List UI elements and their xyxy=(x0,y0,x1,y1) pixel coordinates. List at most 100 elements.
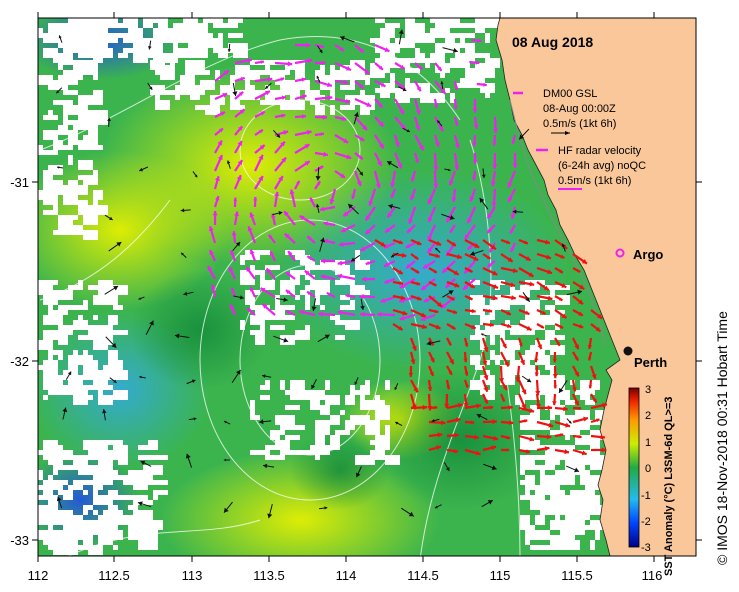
hf-radar-vector-head xyxy=(502,385,507,391)
hf-radar-vector-head xyxy=(471,308,476,314)
hf-radar-vector-head xyxy=(448,342,452,346)
gsl-vector-head xyxy=(477,38,482,43)
cloud-cell xyxy=(58,480,63,485)
cloud-cell xyxy=(260,70,275,75)
hf-radar-vector-head xyxy=(519,343,523,347)
cloud-cell xyxy=(53,320,63,325)
cloud-cell xyxy=(500,335,505,340)
cloud-cell xyxy=(545,505,560,515)
cloud-cell xyxy=(103,450,108,455)
cloud-cell xyxy=(520,320,525,325)
cloud-cell xyxy=(490,325,505,335)
cloud-cell xyxy=(345,320,360,330)
cloud-cell xyxy=(270,315,280,320)
cloud-cell xyxy=(270,455,285,460)
model-vector-head xyxy=(445,467,450,472)
model-vector-head xyxy=(568,420,572,424)
hf-radar-vector-head xyxy=(457,402,463,408)
cloud-cell xyxy=(265,450,270,460)
gsl-vector-head xyxy=(469,196,475,202)
gsl-vector-head xyxy=(323,221,328,226)
cloud-cell xyxy=(255,335,265,345)
cloud-cell xyxy=(365,425,380,435)
cloud-cell xyxy=(153,495,158,500)
cloud-cell xyxy=(128,515,133,520)
gsl-vector-head xyxy=(448,180,454,186)
model-vector-head xyxy=(239,295,244,300)
gsl-vector-head xyxy=(359,84,364,89)
gsl-vector-head xyxy=(492,128,499,133)
cloud-cell xyxy=(245,90,260,100)
cloud-cell xyxy=(320,65,325,70)
gsl-vector-head xyxy=(326,292,331,296)
hf-radar-vector-head xyxy=(512,268,518,274)
hf-radar-vector-head xyxy=(415,269,420,273)
cloud-cell xyxy=(335,335,345,340)
hf-radar-vector-head xyxy=(508,420,514,426)
cloud-cell xyxy=(360,95,375,105)
gsl-vector-head xyxy=(487,213,493,219)
cloud-cell xyxy=(58,465,73,470)
cloud-cell xyxy=(550,380,565,390)
cloud-cell xyxy=(98,480,113,485)
cloud-cell xyxy=(63,480,68,485)
cloud-cell xyxy=(530,345,545,350)
cloud-cell xyxy=(540,480,545,485)
cloud-cell xyxy=(380,83,385,93)
cloud-cell xyxy=(73,390,88,400)
cloud-cell xyxy=(595,455,610,460)
cloud-cell xyxy=(53,505,58,515)
hf-radar-vector-head xyxy=(454,432,459,438)
cloud-cell xyxy=(53,465,58,475)
gsl-velocity-vectors xyxy=(207,38,518,321)
model-vector-head xyxy=(402,87,407,92)
cloud-cell xyxy=(265,60,270,65)
cloud-cell xyxy=(43,485,53,495)
gsl-vector-head xyxy=(472,142,477,147)
gsl-vector-head xyxy=(446,217,452,223)
cloud-cell xyxy=(535,545,550,550)
model-vector-head xyxy=(259,419,264,425)
cloud-cell xyxy=(380,445,385,450)
cloud-cell xyxy=(485,58,495,63)
cloud-cell xyxy=(68,525,78,535)
gsl-vector-head xyxy=(427,235,433,241)
model-vector-head xyxy=(574,467,580,473)
model-vector-head xyxy=(355,472,361,478)
cloud-cell xyxy=(48,180,58,190)
cloud-cell xyxy=(355,260,370,270)
cloud-cell xyxy=(315,450,320,460)
hf-radar-vector-head xyxy=(529,408,535,414)
cloud-cell xyxy=(565,460,580,470)
cloud-cell xyxy=(68,535,83,540)
x-tick-label: 114.5 xyxy=(407,568,439,583)
cloud-cell xyxy=(143,53,158,58)
cloud-cell xyxy=(113,285,128,295)
cloud-cell xyxy=(405,18,415,23)
cloud-cell xyxy=(48,475,53,480)
cloud-cell xyxy=(93,525,98,530)
cloud-cell xyxy=(520,480,525,485)
cloud-cell xyxy=(118,530,123,540)
cloud-cell xyxy=(485,370,490,375)
cloud-cell xyxy=(535,385,545,390)
cloud-cell xyxy=(480,390,495,395)
model-vector-head xyxy=(223,507,229,513)
gsl-vector-head xyxy=(307,256,311,260)
cloud-cell xyxy=(540,465,555,470)
gsl-vector-head xyxy=(438,126,444,132)
gsl-vector-head xyxy=(433,166,439,171)
gsl-vector-head xyxy=(238,91,244,96)
cloud-cell xyxy=(575,500,590,510)
cloud-cell xyxy=(165,100,170,110)
axis-ticks xyxy=(32,12,702,562)
hf-legend-line2: (6-24h avg) noQC xyxy=(558,160,646,172)
model-vector-head xyxy=(113,379,117,383)
cloud-cell xyxy=(430,53,445,63)
cloud-cell xyxy=(205,70,210,75)
gsl-vector-head xyxy=(400,124,406,130)
gsl-vector-head xyxy=(231,231,237,236)
cloud-cell xyxy=(43,345,53,350)
cloud-cell xyxy=(98,525,113,530)
cloud-cell xyxy=(63,455,68,460)
